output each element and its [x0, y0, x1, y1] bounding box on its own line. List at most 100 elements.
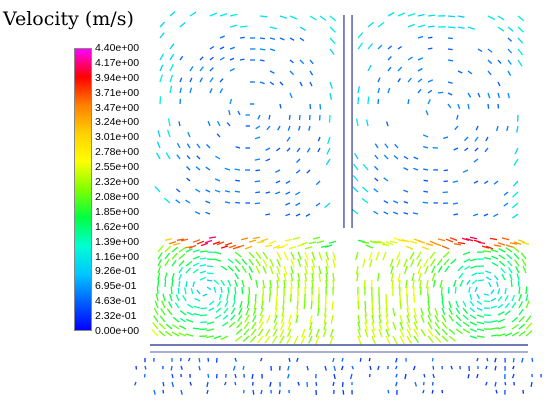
velocity-vector — [371, 321, 376, 331]
velocity-vector — [248, 258, 255, 266]
velocity-vector — [429, 251, 436, 260]
velocity-vector — [387, 11, 395, 17]
velocity-vector — [413, 156, 419, 160]
velocity-vector — [243, 328, 250, 336]
velocity-vector — [447, 37, 453, 40]
velocity-vector — [219, 46, 225, 50]
velocity-vector — [509, 242, 518, 245]
velocity-vector — [192, 262, 200, 267]
legend-tick-label: 9.26e-01 — [95, 265, 137, 278]
velocity-vector — [208, 236, 217, 239]
velocity-vector — [265, 147, 271, 151]
velocity-vector — [427, 307, 432, 316]
velocity-vector — [504, 381, 507, 386]
velocity-vector — [289, 70, 295, 76]
velocity-vector — [206, 143, 211, 149]
velocity-vector — [296, 147, 301, 153]
velocity-vector — [222, 314, 229, 320]
velocity-vector — [189, 87, 193, 94]
velocity-vector — [423, 179, 429, 182]
velocity-vector — [304, 265, 308, 275]
velocity-vector — [457, 70, 463, 74]
velocity-vector — [134, 381, 137, 386]
velocity-vector — [171, 331, 180, 337]
velocity-vector — [323, 321, 327, 331]
velocity-vector — [332, 357, 335, 363]
velocity-vector — [353, 163, 359, 171]
velocity-vector — [164, 258, 170, 267]
velocity-vector — [157, 279, 160, 288]
velocity-vector — [407, 56, 413, 61]
velocity-vector — [357, 96, 360, 105]
velocity-vector — [371, 335, 376, 345]
velocity-vector — [397, 66, 403, 72]
velocity-vector — [325, 251, 330, 261]
velocity-vector — [476, 335, 485, 338]
velocity-vector — [476, 314, 485, 318]
velocity-vector — [240, 237, 249, 241]
velocity-vector — [185, 248, 193, 253]
velocity-vector — [220, 265, 228, 271]
velocity-vector — [377, 240, 386, 244]
velocity-vector — [315, 381, 318, 386]
velocity-vector — [234, 168, 241, 171]
velocity-vector — [200, 242, 209, 247]
velocity-vector — [180, 238, 189, 242]
velocity-vector — [512, 365, 515, 370]
velocity-vector — [432, 365, 435, 370]
velocity-vector — [341, 357, 344, 362]
velocity-vector — [213, 335, 222, 340]
velocity-vector — [425, 110, 429, 116]
velocity-vector — [397, 78, 401, 83]
velocity-vector — [409, 240, 418, 244]
velocity-vector — [223, 307, 229, 314]
velocity-vector — [497, 303, 504, 309]
velocity-vector — [242, 335, 250, 343]
velocity-vector — [156, 141, 161, 149]
velocity-vector — [356, 272, 359, 282]
velocity-vector — [265, 191, 271, 194]
velocity-vector — [266, 314, 271, 324]
velocity-vector — [333, 365, 337, 372]
velocity-vector — [383, 154, 389, 160]
velocity-vector — [311, 251, 316, 261]
velocity-vector — [290, 258, 295, 268]
velocity-vector — [397, 45, 402, 50]
velocity-vector — [276, 265, 281, 275]
velocity-vector — [525, 286, 528, 295]
velocity-vector — [262, 279, 266, 289]
velocity-vector — [427, 335, 434, 344]
velocity-vector — [187, 303, 194, 309]
velocity-vector — [431, 265, 436, 274]
velocity-vector — [491, 262, 499, 267]
velocity-vector — [290, 265, 294, 274]
velocity-vector — [378, 300, 381, 310]
velocity-vector — [450, 365, 453, 370]
velocity-vector — [300, 335, 306, 345]
velocity-vector — [237, 110, 241, 116]
legend-tick-label: 2.08e+00 — [95, 190, 140, 203]
velocity-vector — [443, 180, 449, 183]
velocity-vector — [433, 242, 442, 247]
velocity-vector — [171, 246, 179, 253]
velocity-vector — [413, 293, 416, 303]
velocity-vector — [330, 314, 334, 324]
velocity-vector — [241, 279, 245, 288]
velocity-vector — [183, 287, 187, 295]
velocity-vector — [513, 259, 520, 267]
velocity-vector — [288, 114, 291, 120]
velocity-vector — [276, 272, 280, 282]
velocity-vector — [497, 103, 500, 109]
velocity-vector — [447, 286, 450, 294]
velocity-vector — [285, 191, 291, 195]
velocity-vector — [306, 169, 311, 174]
velocity-vector — [229, 98, 233, 105]
velocity-vector — [269, 26, 278, 30]
velocity-vector — [300, 241, 309, 246]
velocity-vector — [368, 357, 371, 362]
velocity-vector — [169, 53, 175, 61]
velocity-vector — [194, 297, 201, 302]
velocity-vector — [505, 244, 514, 248]
velocity-vector — [276, 147, 281, 152]
velocity-vector — [204, 239, 213, 244]
